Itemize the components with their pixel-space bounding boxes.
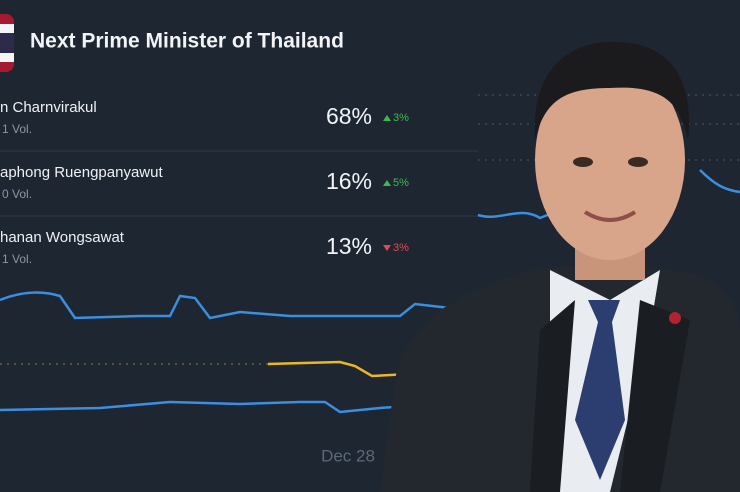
- outcome-volume: 0 Vol.: [2, 187, 32, 201]
- flag-icon: [0, 14, 14, 72]
- price-line: [267, 360, 411, 378]
- outcome-chance: 68%: [326, 103, 372, 129]
- outcome-change: 5%: [393, 177, 409, 189]
- change-arrow: [383, 115, 391, 121]
- price-line: [477, 169, 740, 220]
- outcome-change: 3%: [393, 242, 409, 254]
- outcome-name: hanan Wongsawat: [0, 229, 125, 246]
- change-arrow: [383, 180, 391, 186]
- outcome-volume: 1 Vol.: [2, 122, 32, 136]
- price-line: [0, 400, 411, 414]
- outcome-list: n Charnvirakul 1 Vol. 68% 3% aphong Ruengpan…: [0, 99, 409, 266]
- price-line: [0, 291, 451, 320]
- outcome-change: 3%: [393, 112, 409, 124]
- outcome-name: aphong Ruengpanyawut: [0, 164, 163, 181]
- outcome-name: n Charnvirakul: [0, 99, 97, 116]
- outcome-volume: 1 Vol.: [2, 252, 32, 266]
- market-title: Next Prime Minister of Thailand: [30, 30, 344, 53]
- x-axis-label: Dec 28: [321, 446, 375, 465]
- change-arrow: [383, 245, 391, 251]
- outcome-chance: 16%: [326, 168, 372, 194]
- outcome-chance: 13%: [326, 233, 372, 259]
- person-photo: [380, 41, 740, 492]
- grid-guides: [0, 94, 740, 365]
